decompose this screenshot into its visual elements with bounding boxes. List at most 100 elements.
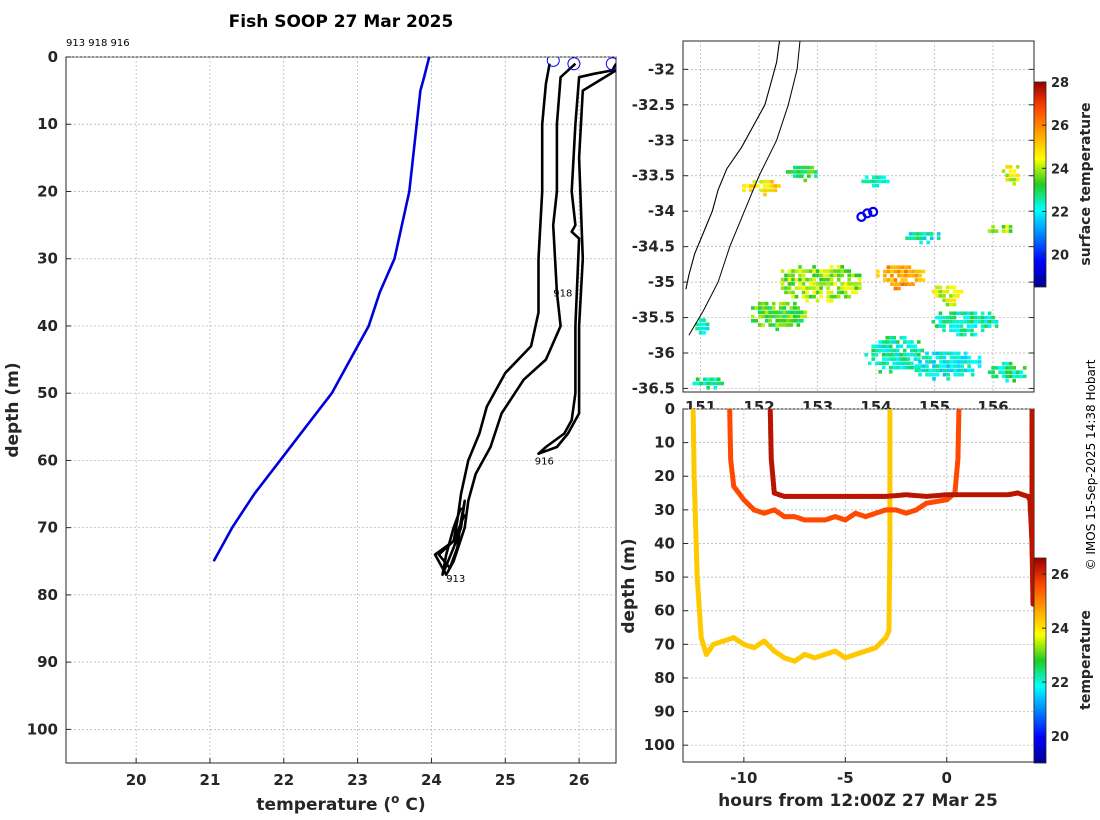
map-sst-pixel (907, 273, 912, 278)
map-sst-pixel (775, 319, 779, 323)
map-sst-pixel (692, 381, 696, 386)
map-sst-pixel (881, 348, 886, 353)
map-sst-pixel (956, 360, 961, 364)
map-sst-pixel (945, 320, 950, 324)
map-sst-pixel (878, 344, 882, 349)
map-sst-pixel (815, 286, 820, 290)
map-sst-pixel (789, 310, 794, 315)
timeseries-colorbar: 20 22 24 26 temperature (1033, 557, 1094, 764)
map-sst-pixel (942, 364, 947, 368)
map-sst-pixel (716, 377, 721, 382)
map-sst-pixel (911, 282, 915, 286)
map-sst-pixel (921, 355, 926, 360)
map-sst-pixel (998, 370, 1002, 374)
map-sst-pixel (771, 310, 776, 315)
map-sst-pixel (857, 286, 862, 290)
map-sst-pixel (935, 372, 940, 377)
map-sst-pixel (803, 310, 808, 315)
map-sst-pixel (807, 174, 811, 178)
map-sst-pixel (935, 324, 939, 328)
map-sst-pixel (793, 301, 797, 306)
map-sst-pixel (778, 314, 783, 319)
map-sst-pixel (867, 361, 872, 366)
map-sst-pixel (843, 290, 848, 295)
map-sst-pixel (888, 348, 893, 353)
map-sst-pixel (826, 290, 830, 295)
map-sst-pixel (872, 175, 876, 179)
map-sst-pixel (1005, 165, 1009, 169)
map-sst-pixel (763, 184, 767, 188)
map-sst-pixel (761, 306, 765, 310)
map-sst-pixel (1012, 182, 1016, 186)
map-sst-pixel (922, 232, 927, 236)
map-sst-pixel (970, 311, 974, 316)
map-sst-pixel (932, 351, 936, 356)
profile-panel: 20 21 22 23 24 25 26 0 10 20 30 40 50 60 70 80 90 100 918… (3, 48, 617, 815)
map-sst-pixel (938, 315, 943, 320)
map-sst-pixel (698, 322, 703, 327)
map-sst-pixel (791, 290, 795, 295)
map-sst-pixel (847, 277, 851, 282)
map-sst-pixel (994, 374, 999, 379)
map-sst-pixel (939, 351, 943, 356)
map-sst-pixel (819, 273, 823, 278)
map-sst-pixel (807, 165, 811, 170)
map-sst-pixel (921, 368, 926, 373)
map-sst-pixel (882, 175, 887, 179)
map-sst-pixel (756, 184, 760, 188)
timeseries-ytick-label: 60 (654, 602, 675, 620)
map-sst-pixel (782, 319, 787, 323)
profile-xtick-label: 26 (569, 771, 590, 789)
map-sst-pixel (784, 286, 788, 290)
map-sst-pixel (764, 301, 769, 306)
map-sst-pixel (945, 298, 950, 302)
map-sst-pixel (886, 278, 891, 282)
map-station-marker (862, 208, 873, 219)
map-sst-pixel (892, 365, 896, 370)
map-sst-pixel (829, 265, 834, 269)
map-sst-pixel (805, 277, 809, 282)
map-sst-pixel (908, 236, 913, 240)
map-sst-pixel (881, 361, 886, 366)
map-sst-pixel (1015, 165, 1020, 169)
map-sst-pixel (815, 299, 820, 303)
map-sst-pixel (942, 320, 946, 324)
timeseries-ytick-label: 40 (654, 534, 675, 552)
map-sst-pixel (910, 365, 914, 370)
map-sst-pixel (836, 273, 841, 278)
map-sst-pixel (956, 355, 961, 360)
map-sst-pixel (928, 372, 933, 377)
map-sst-pixel (709, 381, 714, 386)
map-sst-pixel (914, 269, 919, 274)
map-sst-pixel (833, 294, 837, 299)
map-sst-pixel (973, 311, 978, 316)
timeseries-ytick-label: 100 (644, 736, 675, 754)
map-ytick-label: -33.5 (632, 167, 675, 185)
timeseries-point (887, 409, 893, 414)
map-sst-pixel (787, 282, 792, 286)
map-sst-pixel (706, 381, 710, 386)
map-sst-pixel (911, 269, 915, 274)
map-sst-pixel (833, 269, 837, 273)
map-sst-pixel (857, 273, 862, 278)
map-sst-pixel (879, 179, 883, 184)
map-sst-pixel (826, 286, 830, 290)
map-ytick-label: -34.5 (632, 238, 675, 256)
map-sst-pixel (800, 165, 804, 170)
map-sst-pixel (935, 364, 940, 368)
map-sst-pixel (764, 319, 769, 323)
map-sst-pixel (915, 232, 920, 236)
map-sst-pixel (757, 323, 762, 327)
map-sst-pixel (938, 320, 943, 324)
map-sst-pixel (949, 328, 953, 333)
map-sst-pixel (987, 315, 992, 320)
map-sst-pixel (749, 188, 753, 193)
map-sst-pixel (791, 269, 795, 273)
map-sst-pixel (805, 294, 809, 299)
map-sst-pixel (789, 314, 794, 319)
timeseries-series-918 (727, 409, 962, 523)
map-sst-pixel (949, 364, 954, 368)
map-sst-pixel (931, 320, 936, 324)
map-sst-pixel (886, 269, 891, 274)
map-sst-pixel (953, 355, 957, 360)
